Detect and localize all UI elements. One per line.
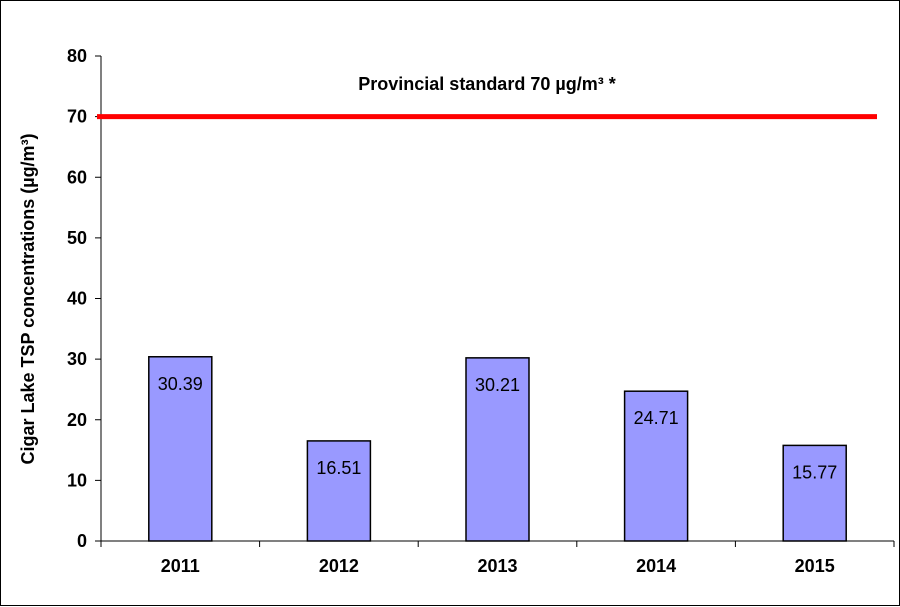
labels: 0 10 20 30 40 50 60 70 80 2011 30.39 2012 16.51 2013 3… [67,46,837,576]
y-tick-label: 50 [67,228,87,248]
y-tick-label: 60 [67,167,87,187]
data-label: 15.77 [792,462,837,482]
bars [148,356,847,542]
y-tick-label: 20 [67,410,87,430]
axes [95,55,895,547]
data-label: 30.21 [475,375,520,395]
x-tick-label: 2015 [795,556,835,576]
x-tick-label: 2012 [319,556,359,576]
bar [623,390,689,542]
y-axis-title: Cigar Lake TSP concentrations (µg/m³) [18,133,38,464]
x-tick-label: 2014 [636,556,676,576]
y-tick-label: 40 [67,289,87,309]
x-tick-label: 2013 [477,556,517,576]
y-tick-label: 70 [67,107,87,127]
y-tick-label: 0 [77,531,87,551]
x-tick-label: 2011 [161,556,200,576]
y-tick-label: 80 [67,46,87,66]
bar [306,440,372,542]
bar [148,356,213,542]
y-tick-label: 30 [67,349,87,369]
bar [782,444,847,542]
reference-line-label: Provincial standard 70 µg/m³ * [358,74,615,94]
data-label: 16.51 [316,458,361,478]
bar [465,357,530,542]
data-label: 24.71 [634,408,679,428]
data-label: 30.39 [158,374,203,394]
y-tick-label: 10 [67,470,87,490]
